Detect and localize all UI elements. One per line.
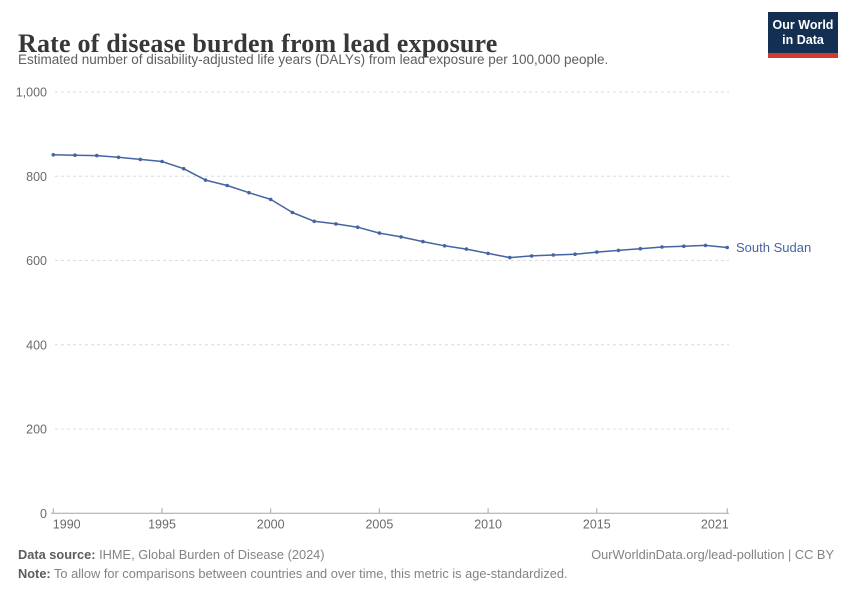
data-source-label: Data source: — [18, 547, 96, 562]
data-point[interactable] — [334, 222, 338, 226]
data-point[interactable] — [138, 157, 143, 162]
data-point[interactable] — [508, 255, 512, 260]
owid-logo-line2: in Data — [782, 32, 824, 47]
page-title: Rate of disease burden from lead exposur… — [18, 29, 498, 59]
y-tick-label: 400 — [26, 338, 47, 352]
data-point[interactable] — [464, 247, 469, 251]
entity-label[interactable]: South Sudan — [736, 240, 811, 255]
data-point[interactable] — [660, 245, 664, 249]
data-point[interactable] — [312, 219, 317, 224]
data-point[interactable] — [703, 243, 708, 248]
line-chart[interactable]: 0 200 400 600 800 1,000 1990 1995 2000 2005 2010 20… — [0, 80, 850, 545]
data-point[interactable] — [529, 254, 534, 258]
x-tick-label: 2005 — [365, 517, 393, 531]
y-tick-label: 200 — [26, 423, 47, 437]
y-tick-label: 600 — [26, 254, 47, 268]
data-point[interactable] — [421, 239, 425, 244]
data-point[interactable] — [225, 183, 229, 188]
chart-note: Note: To allow for comparisons between c… — [18, 564, 834, 583]
license-link[interactable]: OurWorldinData.org/lead-pollution | CC B… — [591, 547, 834, 562]
y-tick-label: 800 — [26, 170, 47, 184]
note-text: To allow for comparisons between countri… — [50, 566, 568, 582]
y-tick-label: 1,000 — [16, 86, 47, 100]
data-point[interactable] — [247, 190, 251, 195]
x-tick-label: 1990 — [53, 517, 81, 531]
data-point[interactable] — [725, 245, 729, 250]
owid-logo-line1: Our World — [772, 18, 834, 32]
data-point[interactable] — [682, 244, 686, 248]
owid-logo-stripe — [768, 52, 838, 58]
data-point[interactable] — [486, 251, 490, 256]
data-point[interactable] — [268, 197, 273, 202]
owid-logo-box: Our World in Data — [768, 12, 838, 53]
x-tick-label: 2000 — [257, 517, 285, 531]
data-point[interactable] — [203, 178, 208, 182]
data-point[interactable] — [290, 210, 295, 215]
x-tick-label: 2021 — [701, 517, 729, 531]
x-tick-label: 2015 — [583, 517, 611, 531]
data-point[interactable] — [377, 231, 382, 235]
data-point[interactable] — [95, 153, 99, 158]
data-point[interactable] — [551, 253, 556, 257]
note-label: Note: — [18, 566, 51, 582]
data-source-text: IHME, Global Burden of Disease (2024) — [95, 547, 325, 562]
page-subtitle: Estimated number of disability-adjusted … — [18, 52, 609, 67]
data-point[interactable] — [399, 235, 403, 239]
data-point[interactable] — [595, 250, 599, 254]
data-point[interactable] — [51, 153, 56, 157]
data-point[interactable] — [181, 166, 186, 171]
data-point[interactable] — [442, 244, 447, 248]
chart-footer: Data source: IHME, Global Burden of Dise… — [18, 545, 834, 583]
data-source: Data source: IHME, Global Burden of Dise… — [18, 545, 325, 564]
data-point[interactable] — [160, 159, 164, 164]
data-point[interactable] — [638, 246, 643, 251]
data-point[interactable] — [73, 153, 77, 157]
data-point[interactable] — [616, 248, 621, 253]
y-tick-label: 0 — [40, 507, 47, 521]
data-point[interactable] — [573, 252, 577, 256]
x-tick-label: 1995 — [148, 517, 176, 531]
data-line[interactable] — [52, 154, 728, 259]
data-point[interactable] — [116, 155, 121, 160]
x-tick-label: 2010 — [474, 517, 502, 531]
owid-logo[interactable]: Our World in Data — [768, 12, 838, 58]
data-point[interactable] — [355, 225, 360, 229]
